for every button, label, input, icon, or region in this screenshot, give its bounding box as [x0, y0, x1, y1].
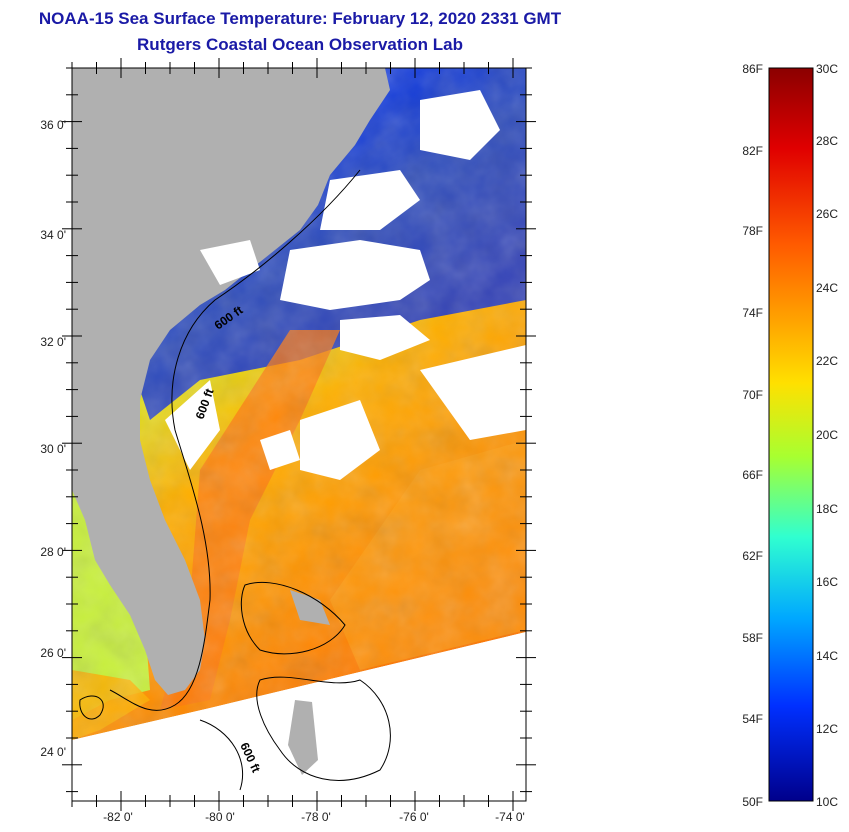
lat-label: 24 0': [40, 745, 66, 759]
colorbar-f-label: 50F: [742, 795, 763, 809]
colorbar-c-label: 16C: [816, 575, 839, 589]
chart-title: NOAA-15 Sea Surface Temperature: Februar…: [38, 9, 562, 28]
cloud-cover: [165, 90, 526, 480]
colorbar-f-label: 58F: [742, 631, 763, 645]
colorbar-f-label: 70F: [742, 388, 763, 402]
lat-label: 28 0': [40, 545, 66, 559]
lat-label: 32 0': [40, 335, 66, 349]
colorbar-c-label: 24C: [816, 281, 839, 295]
colorbar-f-label: 54F: [742, 712, 763, 726]
lat-label: 34 0': [40, 228, 66, 242]
colorbar-f-label: 86F: [742, 62, 763, 76]
lon-label: -82 0': [103, 810, 133, 824]
lon-label: -74 0': [495, 810, 525, 824]
colorbar-f-label: 78F: [742, 224, 763, 238]
land-florida: [72, 68, 390, 695]
colorbar: [768, 67, 814, 802]
colorbar-f-label: 74F: [742, 306, 763, 320]
lat-label: 26 0': [40, 646, 66, 660]
colorbar-f-label: 66F: [742, 468, 763, 482]
lat-label: 30 0': [40, 442, 66, 456]
lon-label: -80 0': [205, 810, 235, 824]
lon-label: -78 0': [301, 810, 331, 824]
colorbar-c-label: 28C: [816, 134, 839, 148]
colorbar-c-label: 20C: [816, 428, 839, 442]
map-frame: [71, 67, 527, 802]
lon-label: -76 0': [399, 810, 429, 824]
chart-subtitle: Rutgers Coastal Ocean Observation Lab: [137, 35, 463, 54]
colorbar-c-label: 30C: [816, 62, 839, 76]
colorbar-f-label: 62F: [742, 549, 763, 563]
colorbar-c-label: 26C: [816, 207, 839, 221]
colorbar-c-label: 14C: [816, 649, 839, 663]
colorbar-c-label: 10C: [816, 795, 839, 809]
colorbar-c-label: 18C: [816, 502, 839, 516]
lat-label: 36 0': [40, 118, 66, 132]
colorbar-c-label: 12C: [816, 722, 839, 736]
colorbar-f-label: 82F: [742, 144, 763, 158]
colorbar-c-label: 22C: [816, 354, 839, 368]
